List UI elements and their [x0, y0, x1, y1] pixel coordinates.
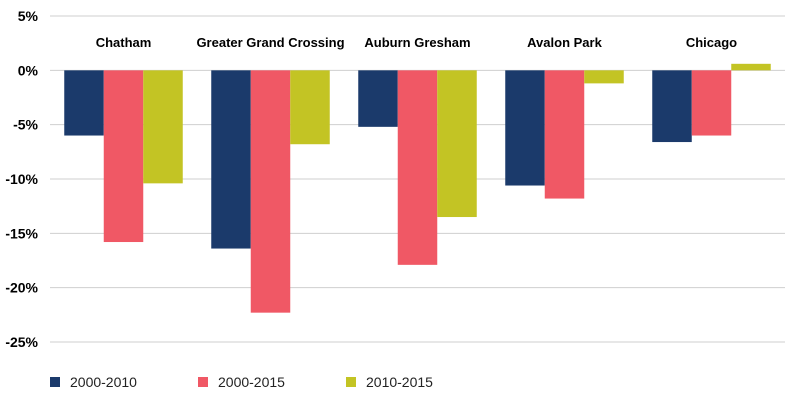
- y-tick-label: -25%: [5, 334, 38, 350]
- category-label: Greater Grand Crossing: [196, 35, 344, 50]
- bar-2010-2015-auburn-gresham: [437, 70, 477, 218]
- bar-2010-2015-chatham: [143, 70, 183, 184]
- category-labels: Chatham Greater Grand Crossing Auburn Gres…: [96, 35, 738, 50]
- bars: [64, 63, 771, 313]
- y-tick-label: 0%: [18, 62, 39, 78]
- legend-item: 2000-2015: [198, 374, 346, 390]
- legend: 2000-2010 2000-2015 2010-2015: [50, 372, 494, 392]
- y-axis-ticks: 5% 0% -5% -10% -15% -20% -25%: [5, 8, 38, 350]
- y-tick-label: -10%: [5, 171, 38, 187]
- legend-label: 2010-2015: [366, 374, 433, 390]
- bar-2000-2010-chatham: [64, 70, 104, 136]
- legend-item: 2000-2010: [50, 374, 198, 390]
- bar-2000-2010-chicago: [652, 70, 692, 143]
- bar-2000-2015-avalon-park: [544, 70, 585, 199]
- legend-swatch: [346, 377, 356, 387]
- bar-2000-2010-avalon-park: [505, 70, 545, 186]
- y-tick-label: -5%: [13, 117, 38, 133]
- y-tick-label: -20%: [5, 280, 38, 296]
- bar-2000-2015-auburn-gresham: [397, 70, 438, 265]
- bar-2010-2015-chicago: [731, 63, 771, 71]
- category-label: Auburn Gresham: [364, 35, 470, 50]
- category-label: Chicago: [686, 35, 737, 50]
- bar-2000-2010-greater-grand-crossing: [211, 70, 251, 249]
- bar-2000-2015-chicago: [691, 70, 732, 136]
- bar-2000-2010-auburn-gresham: [358, 70, 398, 127]
- legend-swatch: [198, 377, 208, 387]
- bar-2010-2015-avalon-park: [584, 70, 624, 84]
- bar-2000-2015-chatham: [103, 70, 144, 243]
- bar-2000-2015-greater-grand-crossing: [250, 70, 291, 313]
- bar-2010-2015-greater-grand-crossing: [290, 70, 330, 145]
- y-tick-label: 5%: [18, 8, 39, 24]
- legend-label: 2000-2010: [70, 374, 137, 390]
- category-label: Avalon Park: [527, 35, 602, 50]
- category-label: Chatham: [96, 35, 152, 50]
- y-tick-label: -15%: [5, 225, 38, 241]
- legend-swatch: [50, 377, 60, 387]
- legend-label: 2000-2015: [218, 374, 285, 390]
- legend-item: 2010-2015: [346, 374, 494, 390]
